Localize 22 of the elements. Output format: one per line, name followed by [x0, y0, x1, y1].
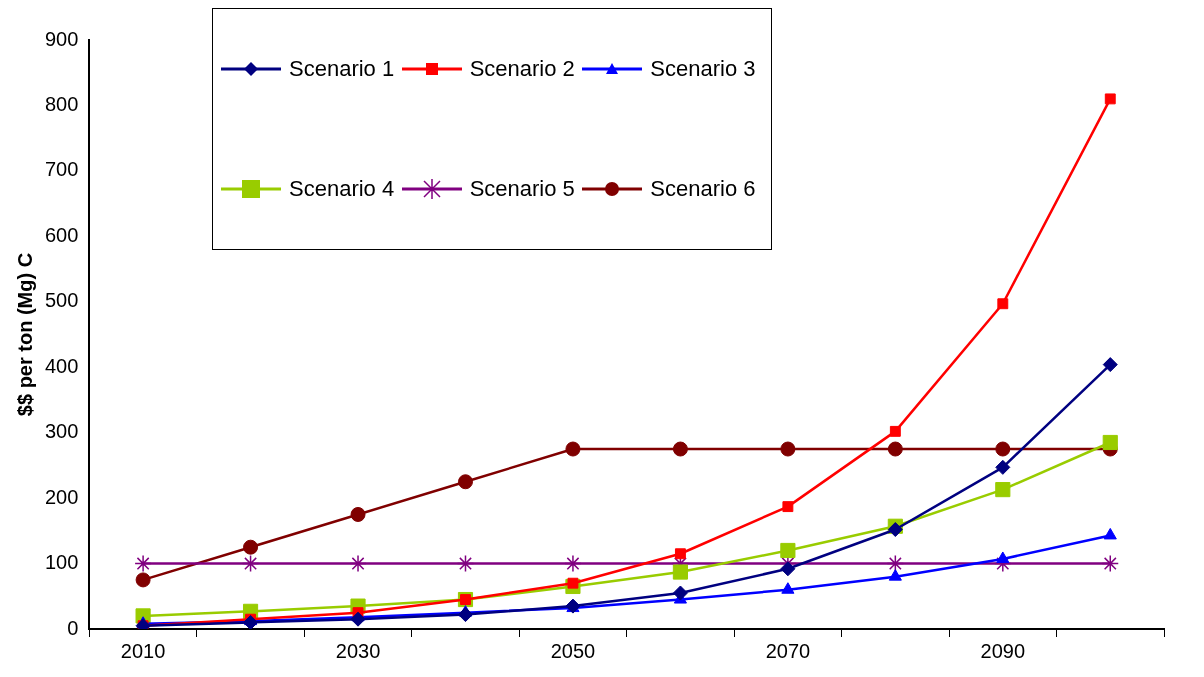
legend-label: Scenario 2 — [469, 56, 575, 82]
y-tick-label: 0 — [67, 616, 79, 639]
y-tick-label: 500 — [44, 289, 79, 312]
y-tick-label: 900 — [44, 27, 79, 50]
x-tick-label: 2030 — [335, 639, 381, 662]
y-tick-label: 400 — [44, 354, 79, 377]
y-tick-label: 300 — [44, 420, 79, 443]
y-tick-label: 100 — [44, 551, 79, 574]
y-tick-label: 700 — [44, 158, 79, 181]
legend-label: Scenario 6 — [650, 176, 756, 202]
y-tick-label: 600 — [44, 223, 79, 246]
x-tick-label: 2050 — [550, 639, 596, 662]
x-tick-label: 2010 — [120, 639, 166, 662]
legend-label: Scenario 4 — [289, 176, 395, 202]
x-tick-label: 2090 — [980, 639, 1026, 662]
legend-label: Scenario 1 — [289, 56, 395, 82]
y-tick-label: 800 — [44, 92, 79, 115]
y-axis-title: $$ per ton (Mg) C — [13, 252, 36, 417]
x-tick-label: 2070 — [765, 639, 811, 662]
y-tick-label: 200 — [44, 485, 79, 508]
legend-label: Scenario 3 — [650, 56, 756, 82]
legend-label: Scenario 5 — [469, 176, 575, 202]
